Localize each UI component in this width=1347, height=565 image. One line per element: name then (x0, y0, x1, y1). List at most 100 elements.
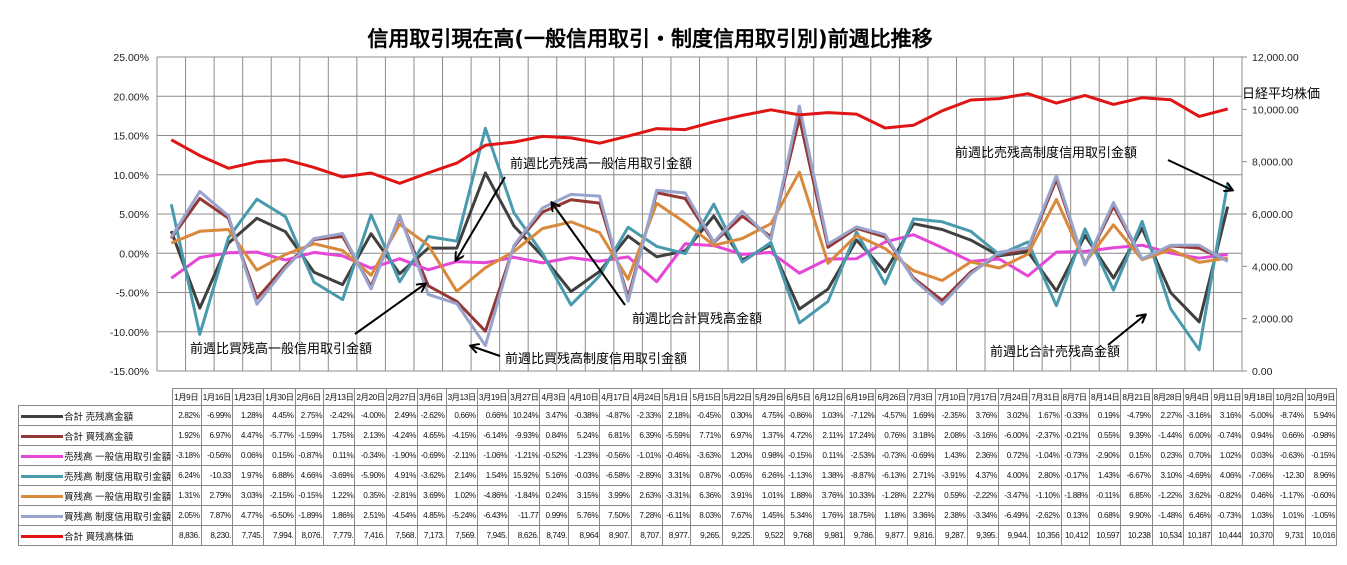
data-cell: 0.72% (997, 445, 1031, 466)
left-tick-label: -10.00% (110, 327, 149, 339)
data-cell: -0.21% (1060, 425, 1091, 446)
series-line-2 (170, 233, 1228, 284)
data-cell: -0.69% (417, 445, 447, 466)
data-cell: 8.03% (690, 505, 723, 526)
data-cell: -1.28% (875, 485, 908, 506)
legend-entry: 合計 買残高株価 (17, 525, 174, 546)
category-label: 1月23日 (231, 388, 265, 406)
data-cell: -2.81% (385, 485, 419, 506)
data-cell: -6.49% (997, 505, 1031, 526)
category-label: 8月28日 (1151, 388, 1184, 406)
data-cell: 1.45% (753, 505, 786, 526)
data-cell: 0.03% (1242, 445, 1275, 466)
data-cell: -1.06% (476, 445, 510, 466)
data-cell: -3.63% (690, 445, 723, 466)
legend-entry: 合計 売残高金額 (17, 405, 174, 426)
data-cell: -4.15% (445, 425, 478, 446)
legend-entry: 合計 買残高金額 (17, 425, 174, 446)
legend-entry: 売残高 制度信用取引金額 (17, 465, 174, 486)
right-axis-label: 日経平均株価 (1242, 87, 1320, 102)
data-cell: -8.74% (1273, 405, 1306, 426)
data-cell: 0.30% (721, 405, 755, 426)
right-tick-label: 2,000.00 (1252, 314, 1293, 326)
left-tick-label: -15.00% (110, 366, 149, 378)
data-cell: 8,836. (172, 525, 202, 546)
category-label: 6月12日 (812, 388, 846, 406)
data-cell: 2.75% (294, 405, 325, 426)
right-tick-label: 8,000.00 (1252, 157, 1293, 169)
data-cell: 4.77% (231, 505, 265, 526)
series-line-3 (169, 126, 1230, 352)
data-cell: 6.97% (200, 425, 233, 446)
data-cell: 8,626. (508, 525, 541, 546)
data-cell: -5.59% (661, 425, 692, 446)
data-cell: -2.11% (445, 445, 478, 466)
data-cell: 5.34% (784, 505, 814, 526)
series-line-6 (170, 92, 1229, 185)
category-label: 1月30日 (263, 388, 296, 406)
table-corner (19, 389, 173, 406)
data-cell: -6.58% (599, 465, 632, 486)
category-label: 8月14日 (1089, 388, 1122, 406)
data-cell: -0.11% (1089, 485, 1122, 506)
category-label: 1月16日 (200, 388, 233, 406)
data-cell: -0.60% (1304, 485, 1338, 506)
category-label: 2月13日 (323, 388, 356, 406)
data-cell: -5.90% (354, 465, 387, 486)
data-cell: 1.37% (753, 425, 786, 446)
data-cell: 9,816. (906, 525, 937, 546)
data-cell: 6.88% (263, 465, 296, 486)
category-label: 3月13日 (445, 388, 478, 406)
data-cell: 4.47% (231, 425, 265, 446)
data-cell: 1.31% (172, 485, 202, 506)
annotation-label: 前週比売残高制度信用取引金額 (955, 145, 1137, 161)
data-cell: -0.87% (294, 445, 325, 466)
legend-key (21, 495, 63, 499)
data-cell: -0.15% (294, 485, 325, 506)
data-cell: 3.99% (599, 485, 632, 506)
data-cell: 10,370 (1242, 525, 1275, 546)
data-cell: -0.33% (1060, 405, 1091, 426)
data-cell: -3.62% (417, 465, 447, 486)
legend-key (21, 415, 63, 419)
data-cell: 5.94% (1304, 405, 1338, 426)
data-cell: 10,597 (1089, 525, 1122, 546)
data-cell: -5.00% (1242, 405, 1275, 426)
data-cell: 2.08% (935, 425, 968, 446)
right-tick-label: 10,000.00 (1252, 104, 1299, 116)
data-cell: 8,907. (599, 525, 632, 546)
data-cell: 1.38% (812, 465, 846, 486)
data-cell: 6.39% (630, 425, 663, 446)
left-axis: -15.00% -10.00% -5.00% 0.00% 5.00% 10.00% 15.0… (110, 52, 149, 378)
category-label: 3月27日 (508, 388, 541, 406)
category-label: 10月9日 (1304, 388, 1338, 406)
data-cell: -0.05% (721, 465, 755, 486)
data-cell: 1.54% (476, 465, 510, 486)
data-cell: 9,287. (935, 525, 968, 546)
data-cell: 7.71% (690, 425, 723, 446)
data-cell: 2.13% (354, 425, 387, 446)
data-cell: 9,225. (721, 525, 755, 546)
data-cell: -1.01% (630, 445, 663, 466)
data-cell: -0.98% (1304, 425, 1338, 446)
data-cell: -2.42% (323, 405, 356, 426)
data-cell: -0.34% (354, 445, 387, 466)
data-cell: 1.18% (875, 505, 908, 526)
data-cell: -1.88% (1060, 485, 1091, 506)
data-cell: 0.13% (1060, 505, 1091, 526)
annotation-label: 前週比買残高制度信用取引金額 (505, 351, 687, 367)
data-cell: 9,877. (875, 525, 908, 546)
data-cell: -4.69% (1182, 465, 1213, 486)
data-cell: -3.91% (935, 465, 968, 486)
category-label: 5月1日 (661, 388, 692, 406)
data-cell: 2.05% (172, 505, 202, 526)
data-cell: 1.28% (231, 405, 265, 426)
chart: 信用取引現在高(一般信用取引・制度信用取引別)前週比推移 -15.00% -10.… (110, 27, 1320, 378)
data-cell: 0.35% (354, 485, 387, 506)
data-cell: 4.66% (294, 465, 325, 486)
data-cell: 4.72% (784, 425, 814, 446)
annotation-label: 前週比合計売残高金額 (990, 344, 1120, 360)
category-label: 2月6日 (294, 388, 325, 406)
data-cell: 6.26% (753, 465, 786, 486)
data-cell: -1.05% (1304, 505, 1338, 526)
